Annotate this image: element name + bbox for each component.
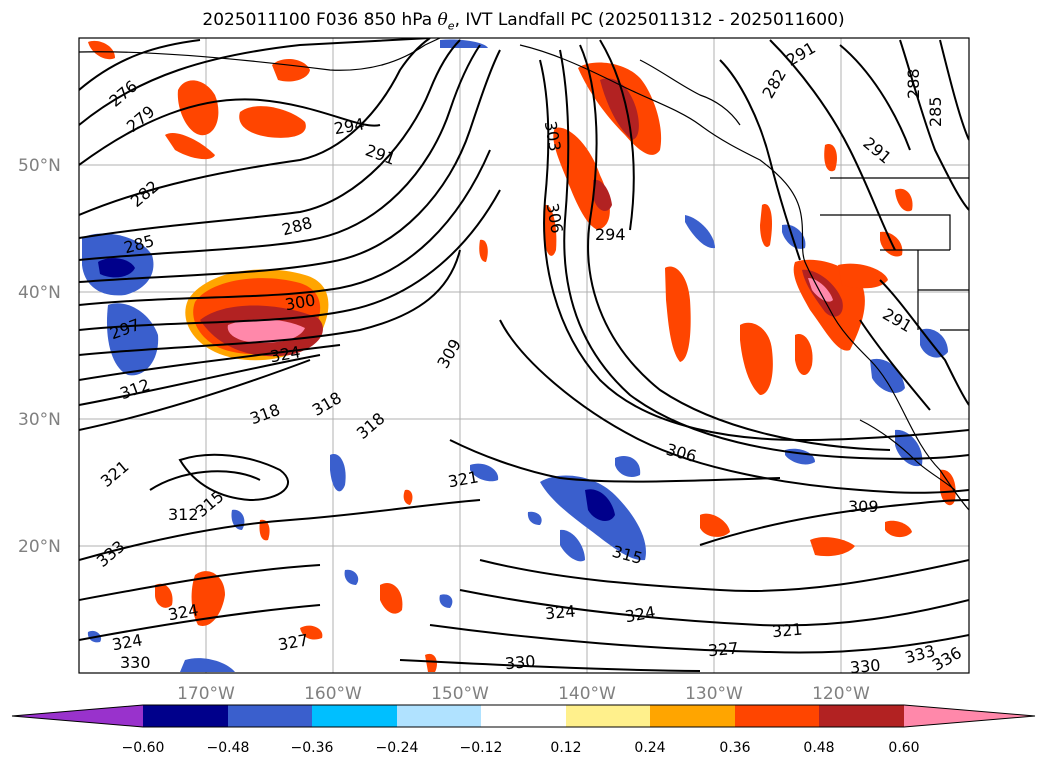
lon-label-140w: 140°W xyxy=(558,684,616,704)
contour-label: 309 xyxy=(848,497,879,516)
colorbar-tick: 0.48 xyxy=(803,740,834,756)
colorbar-tick: 0.12 xyxy=(550,740,581,756)
colorbar-tick: −0.60 xyxy=(122,740,165,756)
contour-label: 327 xyxy=(707,639,739,661)
colorbar-swatch xyxy=(481,705,566,727)
colorbar-swatch xyxy=(397,705,481,727)
colorbar-tick: −0.48 xyxy=(207,740,250,756)
longitude-labels: 170°W 160°W 150°W 140°W 130°W 120°W xyxy=(177,684,870,704)
colorbar-swatch xyxy=(566,705,650,727)
contour-label: 330 xyxy=(504,652,536,674)
colorbar-tick: 0.24 xyxy=(634,740,665,756)
colorbar-outline xyxy=(11,704,1036,728)
gridlines xyxy=(79,38,969,673)
colorbar-tick: −0.24 xyxy=(376,740,419,756)
contour-label: 285 xyxy=(926,96,945,127)
colorbar-extend-low xyxy=(12,705,143,727)
contour-label: 294 xyxy=(595,225,626,244)
colorbar-tick: 0.36 xyxy=(719,740,750,756)
colorbar: −0.60 −0.48 −0.36 −0.24 −0.12 0.12 0.24 … xyxy=(11,704,1036,756)
title-theta-subscript: e xyxy=(447,19,455,33)
colorbar-tick: 0.60 xyxy=(888,740,919,756)
lon-label-160w: 160°W xyxy=(304,684,362,704)
lat-label-20n: 20°N xyxy=(18,537,61,557)
lon-label-120w: 120°W xyxy=(812,684,870,704)
title-prefix: 2025011100 F036 850 hPa xyxy=(202,10,438,30)
lat-label-30n: 30°N xyxy=(18,410,61,430)
map-border xyxy=(78,37,970,674)
lat-label-50n: 50°N xyxy=(18,156,61,176)
contour-label: 288 xyxy=(904,68,923,99)
lon-label-150w: 150°W xyxy=(431,684,489,704)
colorbar-swatch xyxy=(143,705,228,727)
contour-label: 330 xyxy=(849,656,881,678)
contour-label: 312 xyxy=(168,505,199,524)
colorbar-swatch xyxy=(819,705,904,727)
lon-label-170w: 170°W xyxy=(177,684,235,704)
map-title: 2025011100 F036 850 hPa θe, IVT Landfall… xyxy=(0,10,1047,32)
contour-label: 321 xyxy=(771,620,803,642)
coastlines xyxy=(79,38,969,511)
colorbar-swatch xyxy=(312,705,397,727)
negative-pc-fill xyxy=(82,39,948,672)
title-theta-symbol: θ xyxy=(437,10,448,30)
positive-pc-fill xyxy=(88,40,956,672)
latitude-labels: 50°N 40°N 30°N 20°N xyxy=(18,156,61,557)
title-suffix: , IVT Landfall PC (2025011312 - 20250116… xyxy=(454,10,845,30)
colorbar-extend-high xyxy=(904,705,1035,727)
colorbar-swatch xyxy=(735,705,819,727)
map-panel: 276 279 282 285 297 294 291 288 300 324 … xyxy=(79,38,969,678)
contour-label: 330 xyxy=(120,653,151,672)
theta-e-contours xyxy=(79,38,969,672)
lon-label-130w: 130°W xyxy=(685,684,743,704)
colorbar-swatch xyxy=(228,705,312,727)
lat-label-40n: 40°N xyxy=(18,283,61,303)
contour-label: 324 xyxy=(544,602,576,624)
colorbar-swatch xyxy=(650,705,735,727)
colorbar-tick: −0.12 xyxy=(460,740,503,756)
colorbar-tick: −0.36 xyxy=(291,740,334,756)
